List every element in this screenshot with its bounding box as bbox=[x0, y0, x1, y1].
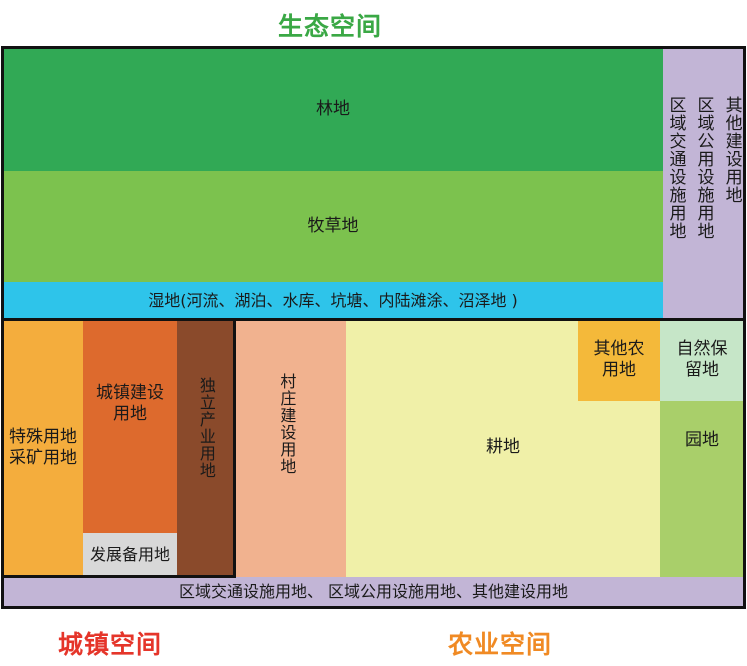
other-agricultural-label: 其他农用地 bbox=[593, 338, 645, 380]
public-facility-label: 区域公用设施用地 bbox=[693, 96, 714, 240]
other-agricultural-zone: 其他农用地 bbox=[578, 319, 660, 401]
wetland-zone: 湿地(河流、湖泊、水库、坑塘、内陆滩涂、沼泽地 ) bbox=[3, 282, 663, 319]
cropland-label: 耕地 bbox=[486, 437, 520, 458]
bottom-facility-strip: 区域交通设施用地、 区域公用设施用地、其他建设用地 bbox=[3, 577, 744, 607]
facility-column: 其他建设用地 区域公用设施用地 区域交通设施用地 bbox=[663, 48, 744, 319]
nature-reserve-zone: 自然保留地 bbox=[660, 319, 744, 401]
outer-frame bbox=[1, 46, 746, 609]
ecological-divider bbox=[1, 318, 746, 321]
bottom-strip-label: 区域交通设施用地、 区域公用设施用地、其他建设用地 bbox=[178, 582, 569, 601]
nature-reserve-label: 自然保留地 bbox=[676, 338, 728, 380]
other-construction-label: 其他建设用地 bbox=[721, 96, 742, 204]
forest-label: 林地 bbox=[316, 98, 350, 119]
urban-space-title: 城镇空间 bbox=[57, 630, 162, 659]
independent-industry-label: 独立产业用地 bbox=[196, 377, 216, 479]
wetland-label: 湿地(河流、湖泊、水库、坑塘、内陆滩涂、沼泽地 ) bbox=[148, 290, 518, 310]
forest-zone: 林地 bbox=[3, 48, 663, 171]
special-mining-zone: 特殊用地采矿用地 bbox=[3, 319, 83, 577]
development-reserve-label: 发展备用地 bbox=[89, 545, 170, 564]
transport-facility-label: 区域交通设施用地 bbox=[665, 96, 686, 240]
urban-agri-divider bbox=[233, 318, 236, 577]
independent-industry-zone: 独立产业用地 bbox=[177, 319, 234, 577]
special-mining-label: 特殊用地采矿用地 bbox=[9, 426, 77, 468]
grassland-zone: 牧草地 bbox=[3, 171, 663, 282]
village-construction-label: 村庄建设用地 bbox=[277, 373, 297, 475]
ecological-space-title: 生态空间 bbox=[277, 12, 382, 41]
development-reserve-zone: 发展备用地 bbox=[83, 533, 177, 577]
urban-construction-zone: 城镇建设用地 bbox=[83, 319, 177, 533]
village-construction-zone: 村庄建设用地 bbox=[234, 319, 346, 577]
urban-construction-label: 城镇建设用地 bbox=[96, 382, 164, 424]
orchard-zone: 园地 bbox=[660, 401, 744, 577]
orchard-label: 园地 bbox=[685, 430, 719, 451]
urban-bottom-divider bbox=[1, 575, 236, 578]
grassland-label: 牧草地 bbox=[307, 215, 359, 236]
agricultural-space-title: 农业空间 bbox=[447, 630, 552, 659]
